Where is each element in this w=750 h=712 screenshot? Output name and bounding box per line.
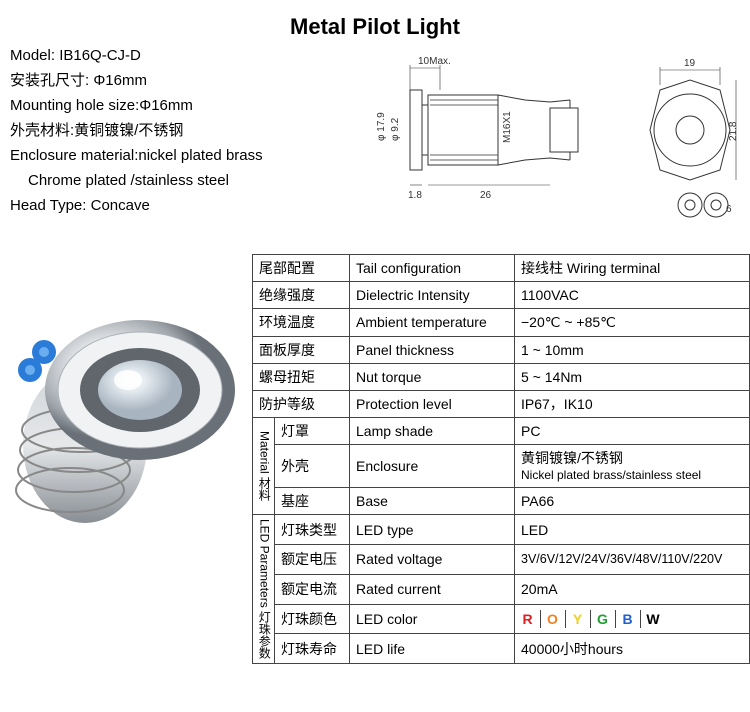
- cell-val: PA66: [515, 488, 750, 515]
- table-row: Material 材料 灯罩Lamp shadePC: [253, 418, 750, 445]
- table-row: 绝缘强度Dielectric Intensity1100VAC: [253, 282, 750, 309]
- group-en: LED Parameters: [257, 519, 271, 608]
- cell-en: Dielectric Intensity: [350, 282, 515, 309]
- table-row: 灯珠寿命LED life40000小时hours: [253, 634, 750, 664]
- table-row: 防护等级Protection levelIP67，IK10: [253, 390, 750, 417]
- group-cn: 灯珠参数: [257, 611, 271, 659]
- enclosure-cn: 外壳材料:黄铜镀镍/不锈钢: [10, 119, 370, 143]
- dim-19: 19: [684, 58, 696, 69]
- cell-cn: 外壳: [275, 445, 350, 488]
- cell-en: Protection level: [350, 390, 515, 417]
- table-row: 环境温度Ambient temperature−20℃ ~ +85℃: [253, 309, 750, 336]
- model-value: IB16Q-CJ-D: [59, 47, 141, 64]
- dim-10max: 10Max.: [418, 56, 451, 67]
- cell-en: Rated voltage: [350, 545, 515, 575]
- table-row: 螺母扭矩Nut torque5 ~ 14Nm: [253, 363, 750, 390]
- cell-val: PC: [515, 418, 750, 445]
- cell-en: Panel thickness: [350, 336, 515, 363]
- dim-21-8: 21.8: [728, 121, 739, 141]
- group-led: LED Parameters 灯珠参数: [253, 515, 275, 664]
- cell-en: Rated current: [350, 574, 515, 604]
- dim-9-2: φ 9.2: [390, 117, 401, 141]
- enclosure-en: Enclosure material:nickel plated brass: [10, 144, 370, 168]
- cell-en: Ambient temperature: [350, 309, 515, 336]
- dim-m16: M16X1: [502, 111, 513, 143]
- page-title: Metal Pilot Light: [0, 14, 750, 40]
- cell-en: LED life: [350, 634, 515, 664]
- head-type: Head Type: Concave: [10, 194, 370, 218]
- hdr-val: 接线柱 Wiring terminal: [515, 255, 750, 282]
- cell-cn: 螺母扭矩: [253, 363, 350, 390]
- val-en: Nickel plated brass/stainless steel: [521, 468, 743, 484]
- table-header-row: 尾部配置 Tail configuration 接线柱 Wiring termi…: [253, 255, 750, 282]
- cell-cn: 灯珠寿命: [275, 634, 350, 664]
- cell-en: Lamp shade: [350, 418, 515, 445]
- led-color-y: Y: [565, 610, 591, 628]
- table-row: LED Parameters 灯珠参数 灯珠类型LED typeLED: [253, 515, 750, 545]
- cell-en: Nut torque: [350, 363, 515, 390]
- cell-cn: 灯罩: [275, 418, 350, 445]
- group-cn: 材料: [257, 477, 271, 501]
- group-en: Material: [257, 431, 271, 474]
- hole-cn: 安装孔尺寸: Φ16mm: [10, 69, 370, 93]
- cell-val: IP67，IK10: [515, 390, 750, 417]
- hdr-en: Tail configuration: [350, 255, 515, 282]
- led-color-g: G: [590, 610, 616, 628]
- dim-1-8: 1.8: [408, 190, 422, 201]
- led-color-cells: ROYGBW: [515, 604, 750, 634]
- table-row: 额定电流Rated current20mA: [253, 574, 750, 604]
- cell-val: 1 ~ 10mm: [515, 336, 750, 363]
- cell-val: 3V/6V/12V/24V/36V/48V/110V/220V: [515, 545, 750, 575]
- model-line: Model: IB16Q-CJ-D: [10, 44, 370, 68]
- val-cn: 黄铜镀镍/不锈钢: [521, 449, 743, 467]
- dim-6: 6: [726, 204, 732, 215]
- led-color-o: O: [540, 610, 566, 628]
- product-photo: [0, 300, 245, 550]
- cell-cn: 灯珠颜色: [275, 604, 350, 634]
- table-row: 额定电压Rated voltage3V/6V/12V/24V/36V/48V/1…: [253, 545, 750, 575]
- hole-en: Mounting hole size:Φ16mm: [10, 94, 370, 118]
- cell-val: 40000小时hours: [515, 634, 750, 664]
- led-color-b: B: [615, 610, 641, 628]
- cell-en: Enclosure: [350, 445, 515, 488]
- cell-cn: 环境温度: [253, 309, 350, 336]
- cell-cn: 面板厚度: [253, 336, 350, 363]
- technical-drawing: 10Max. φ 17.9 φ 9.2 1.8 26 19 21.8 6 M16…: [370, 40, 740, 220]
- cell-val: LED: [515, 515, 750, 545]
- cell-cn: 基座: [275, 488, 350, 515]
- cell-cn: 绝缘强度: [253, 282, 350, 309]
- cell-val: −20℃ ~ +85℃: [515, 309, 750, 336]
- dim-26: 26: [480, 190, 492, 201]
- table-row: 基座BasePA66: [253, 488, 750, 515]
- table-row: 外壳Enclosure黄铜镀镍/不锈钢Nickel plated brass/s…: [253, 445, 750, 488]
- cell-val: 20mA: [515, 574, 750, 604]
- spec-table: 尾部配置 Tail configuration 接线柱 Wiring termi…: [252, 254, 750, 664]
- group-material: Material 材料: [253, 418, 275, 515]
- cell-cn: 额定电流: [275, 574, 350, 604]
- cell-cn: 防护等级: [253, 390, 350, 417]
- hdr-cn: 尾部配置: [253, 255, 350, 282]
- cell-en: LED type: [350, 515, 515, 545]
- cell-en: Base: [350, 488, 515, 515]
- led-color-w: W: [640, 610, 666, 628]
- cell-en: LED color: [350, 604, 515, 634]
- dim-17-9: φ 17.9: [376, 112, 387, 141]
- cell-cn: 灯珠类型: [275, 515, 350, 545]
- spec-text-block: Model: IB16Q-CJ-D 安装孔尺寸: Φ16mm Mounting …: [10, 44, 370, 219]
- led-color-r: R: [515, 610, 541, 628]
- table-row: 灯珠颜色LED colorROYGBW: [253, 604, 750, 634]
- cell-val: 1100VAC: [515, 282, 750, 309]
- enclosure-en2: Chrome plated /stainless steel: [10, 169, 370, 193]
- table-row: 面板厚度Panel thickness1 ~ 10mm: [253, 336, 750, 363]
- cell-cn: 额定电压: [275, 545, 350, 575]
- cell-val: 黄铜镀镍/不锈钢Nickel plated brass/stainless st…: [515, 445, 750, 488]
- model-label: Model:: [10, 47, 55, 64]
- cell-val: 5 ~ 14Nm: [515, 363, 750, 390]
